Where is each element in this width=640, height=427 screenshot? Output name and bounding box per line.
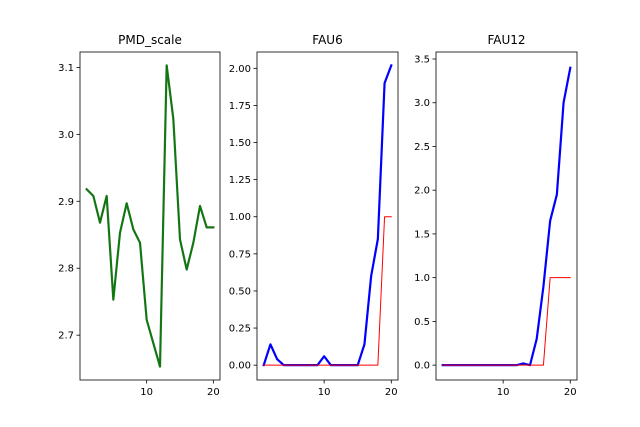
series-line-2 [442,277,571,366]
y-tick-label: 2.5 [414,142,430,153]
axes-frame [79,51,221,381]
chart-panel-3: FAU12 10 20 0.0 0.5 1.0 1.5 2.0 2.5 3.0 3.5 [414,33,578,398]
y-tick-label: 1.0 [414,273,430,284]
y-tick-label: 1.00 [229,212,251,223]
chart-panel-2: FAU6 10 20 0.00 0.25 0.50 0.75 1.00 1.25 1.50 1.75… [229,33,399,398]
chart-panel-1: PMD_scale 10 20 2.7 2.8 2.9 3.0 3.1 [58,33,221,398]
chart-title: FAU12 [487,33,525,47]
y-tick-label: 0.25 [229,324,251,335]
y-tick-label: 0.50 [229,286,251,297]
x-tick-label: 10 [318,387,331,398]
y-tick-label: 2.0 [414,186,430,197]
axes-frame [256,51,399,381]
y-tick-label: 0.5 [414,317,430,328]
y-tick-label: 0.00 [229,361,251,372]
chart-title: FAU6 [312,33,342,47]
y-tick-label: 2.9 [58,197,74,208]
y-tick-label: 3.5 [414,54,430,65]
x-tick-label: 10 [497,387,510,398]
series-line-2 [85,64,214,368]
y-tick-label: 2.00 [229,64,251,75]
y-tick-label: 2.8 [58,264,74,275]
series-line-2 [263,216,392,366]
y-tick-label: 1.25 [229,175,251,186]
y-tick-label: 0.75 [229,249,251,260]
x-tick-label: 20 [564,387,577,398]
y-tick-label: 0.0 [414,361,430,372]
y-tick-label: 3.1 [58,63,74,74]
chart-title: PMD_scale [118,33,182,47]
axes-frame [435,51,578,381]
y-tick-label: 1.5 [414,229,430,240]
y-tick-label: 3.0 [414,98,430,109]
y-tick-label: 3.0 [58,130,74,141]
y-tick-label: 2.7 [58,331,74,342]
x-tick-label: 20 [207,387,220,398]
y-tick-label: 1.50 [229,138,251,149]
x-tick-label: 10 [140,387,153,398]
y-tick-label: 1.75 [229,101,251,112]
x-tick-label: 20 [385,387,398,398]
